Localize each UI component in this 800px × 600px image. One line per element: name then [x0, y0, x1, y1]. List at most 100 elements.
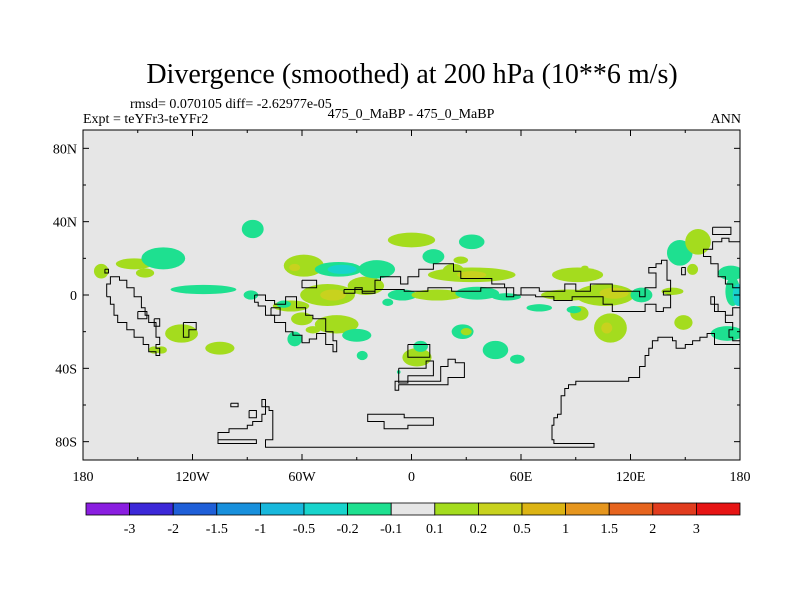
- contour-region: [601, 322, 613, 334]
- x-tick-label: 0: [408, 470, 415, 485]
- contour-region: [413, 340, 428, 352]
- contour-region: [165, 324, 198, 343]
- contour-region: [170, 284, 237, 295]
- contour-region: [581, 265, 589, 270]
- contour-region: [482, 340, 509, 360]
- contour-region: [289, 263, 301, 272]
- contour-region: [566, 306, 582, 314]
- contour-region: [287, 331, 303, 347]
- coastline: [153, 318, 161, 327]
- x-tick-label: 120W: [175, 470, 210, 485]
- x-tick-label: 60E: [510, 470, 533, 485]
- y-tick-label: 0: [70, 289, 77, 304]
- divergence-contours: [93, 219, 740, 374]
- coastline: [104, 268, 109, 274]
- colorbar-label: -2: [167, 522, 179, 537]
- colorbar-label: 1: [562, 522, 569, 537]
- colorbar-label: -0.2: [337, 522, 359, 537]
- colorbar-label: 0.1: [426, 522, 444, 537]
- colorbar-swatch: [129, 502, 174, 516]
- contour-region: [342, 328, 372, 342]
- contour-region: [241, 219, 264, 239]
- contour-region: [599, 287, 629, 299]
- period-label: ANN: [711, 112, 741, 127]
- colorbar-swatch: [477, 502, 523, 516]
- coastline: [398, 360, 434, 384]
- colorbar-label: -0.1: [380, 522, 402, 537]
- contour-region: [460, 328, 472, 336]
- colorbar-label: -0.5: [293, 522, 315, 537]
- colorbar-swatch: [434, 502, 479, 516]
- contour-region: [674, 315, 693, 330]
- colorbar-swatch: [652, 502, 697, 516]
- colorbar-swatch: [696, 502, 741, 516]
- contour-region: [93, 263, 109, 279]
- experiment-label: Expt = teYFr3-teYFr2: [83, 112, 208, 127]
- colorbar-label: 3: [693, 522, 700, 537]
- coastline: [270, 307, 281, 316]
- coastline: [394, 358, 465, 391]
- colorbar-label: -3: [124, 522, 136, 537]
- colorbar-swatch: [216, 502, 261, 516]
- continent-outlines: [104, 226, 740, 448]
- y-tick-label: 80S: [55, 436, 77, 451]
- coastline: [681, 267, 686, 276]
- colorbar-swatch: [608, 502, 654, 516]
- colorbar-label: -1: [255, 522, 267, 537]
- contour-region: [526, 304, 553, 312]
- contour-region: [347, 276, 385, 296]
- contour-region: [411, 289, 463, 301]
- contour-region: [455, 286, 500, 300]
- contour-region: [305, 326, 321, 334]
- x-tick-label: 180: [730, 470, 751, 485]
- contour-region: [382, 298, 394, 307]
- contour-region: [387, 289, 417, 301]
- y-tick-label: 80N: [53, 142, 77, 157]
- y-tick-label: 40S: [55, 362, 77, 377]
- colorbar-swatch: [259, 502, 305, 516]
- contour-region: [458, 234, 485, 250]
- colorbar-swatch: [172, 502, 218, 516]
- contour-region: [457, 271, 487, 279]
- coastline: [248, 410, 257, 419]
- x-tick-label: 60W: [288, 470, 316, 485]
- coastline: [407, 344, 431, 358]
- contour-region: [356, 350, 368, 361]
- contour-region: [630, 287, 653, 303]
- coastline: [217, 439, 257, 444]
- colorbar-label: 2: [649, 522, 656, 537]
- coastline: [217, 237, 740, 448]
- coastline: [254, 294, 338, 353]
- chart-title: Divergence (smoothed) at 200 hPa (10**6 …: [146, 59, 677, 90]
- contour-region: [710, 326, 740, 341]
- colorbar-label: 0.2: [470, 522, 488, 537]
- contour-region: [320, 289, 346, 301]
- colorbar-label: -1.5: [206, 522, 228, 537]
- x-tick-label: 120E: [616, 470, 646, 485]
- coastline: [137, 311, 148, 320]
- contour-region: [156, 346, 167, 354]
- y-tick-label: 40N: [53, 216, 77, 231]
- contour-region: [205, 341, 235, 355]
- contour-region: [422, 249, 445, 264]
- coastline: [343, 259, 672, 312]
- colorbar-swatch: [347, 502, 392, 516]
- coastline: [182, 322, 197, 338]
- colorbar-swatch: [85, 502, 130, 516]
- contour-region: [661, 287, 684, 296]
- contour-region: [291, 312, 313, 326]
- coastline: [712, 226, 732, 235]
- contour-region: [358, 260, 396, 279]
- contour-region: [687, 263, 699, 275]
- colorbar-label: 0.5: [513, 522, 531, 537]
- coastline: [367, 413, 434, 430]
- colorbar-swatch: [390, 502, 436, 516]
- y-axis: 80N 40N 0 40S 80S: [53, 142, 740, 451]
- colorbar-swatch: [521, 502, 566, 516]
- contour-region: [283, 254, 324, 277]
- x-tick-label: 180: [73, 470, 94, 485]
- map-plot-area: [82, 129, 741, 461]
- contour-region: [387, 232, 436, 248]
- contour-region: [453, 256, 469, 264]
